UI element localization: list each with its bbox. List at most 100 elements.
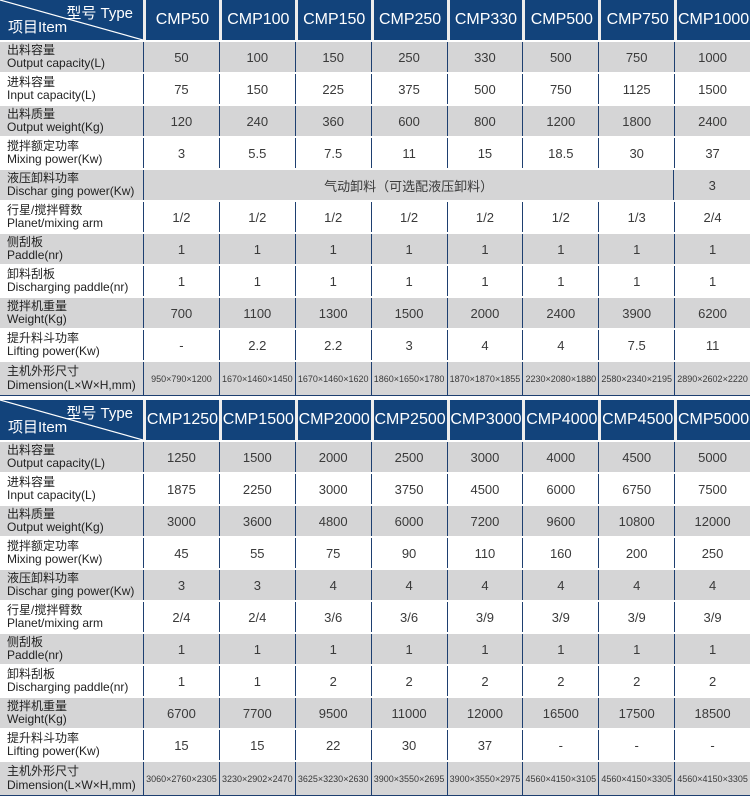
- row-label-zh: 搅拌额定功率: [7, 138, 80, 153]
- value-cell: 1: [598, 234, 675, 264]
- value-cell: 240: [218, 106, 295, 136]
- table-row: 进料容量 Input capacity(L) 75 150 225 375 500 750 11…: [0, 72, 750, 104]
- value-cell: 1000: [674, 42, 750, 72]
- row-label: 提升料斗功率 Lifting power(Kw): [0, 330, 143, 360]
- row-label-zh: 侧刮板: [7, 234, 44, 249]
- value-cell: 18500: [674, 698, 750, 728]
- column-header-cmp4000: CMP4000: [522, 400, 599, 440]
- row-label-zh: 搅拌额定功率: [7, 538, 80, 553]
- value-cell: 120: [143, 106, 219, 136]
- value-cell: 1: [598, 634, 675, 664]
- value-cell: 1: [218, 266, 295, 296]
- value-cell: 2.2: [294, 330, 371, 360]
- table-row: 行星/搅拌臂数 Planet/mixing arm 1/2 1/2 1/2 1/2 1/2 1…: [0, 200, 750, 232]
- column-header-cmp1250: CMP1250: [143, 400, 219, 440]
- column-header-cmp750: CMP750: [598, 0, 675, 40]
- row-label-en: Discharging paddle(nr): [7, 680, 129, 694]
- row-label: 搅拌机重量 Weight(Kg): [0, 298, 143, 328]
- column-header-cmp250: CMP250: [370, 0, 447, 40]
- value-cell: 3600: [218, 506, 295, 536]
- value-cell: 2500: [370, 442, 447, 472]
- value-cell: 1: [674, 634, 750, 664]
- table-row: 搅拌额定功率 Mixing power(Kw) 45 55 75 90 110 160 200 2…: [0, 536, 750, 568]
- value-cell: 37: [674, 138, 750, 168]
- value-cell: 1/2: [218, 202, 295, 232]
- value-cell: 9600: [522, 506, 599, 536]
- value-cell: 3/6: [294, 602, 371, 632]
- row-label: 液压卸料功率 Dischar ging power(Kw): [0, 170, 143, 200]
- row-label: 卸料刮板 Discharging paddle(nr): [0, 666, 143, 696]
- value-cell: 2400: [674, 106, 750, 136]
- value-cell: 1: [143, 634, 219, 664]
- value-cell: 3900×3550×2975: [446, 762, 523, 795]
- merged-value-cell: 气动卸料（可选配液压卸料）: [143, 170, 674, 200]
- corner-type-label: 型号 Type: [66, 5, 133, 22]
- value-cell: -: [522, 730, 599, 760]
- value-cell: 75: [294, 538, 371, 568]
- value-cell: 2.2: [218, 330, 295, 360]
- value-cell: 15: [446, 138, 523, 168]
- column-header-cmp2000: CMP2000: [294, 400, 371, 440]
- spec-table-2: 型号 Type 项目Item CMP1250 CMP1500 CMP2000 CMP250…: [0, 400, 750, 796]
- value-cell: 1: [598, 266, 675, 296]
- value-cell: 2: [446, 666, 523, 696]
- value-cell: 6700: [143, 698, 219, 728]
- value-cell: 3: [370, 330, 447, 360]
- value-cell: 1/2: [446, 202, 523, 232]
- row-label-zh: 主机外形尺寸: [7, 764, 80, 779]
- row-label: 液压卸料功率 Dischar ging power(Kw): [0, 570, 143, 600]
- value-cell: 55: [218, 538, 295, 568]
- value-cell: 6200: [674, 298, 750, 328]
- value-cell: 4560×4150×3305: [598, 762, 675, 795]
- value-cell: 2000: [294, 442, 371, 472]
- value-cell: 1/2: [370, 202, 447, 232]
- value-cell: 1: [218, 234, 295, 264]
- column-header-cmp2500: CMP2500: [370, 400, 447, 440]
- row-label: 出料质量 Output weight(Kg): [0, 106, 143, 136]
- value-cell: 1/2: [143, 202, 219, 232]
- row-label-en: Weight(Kg): [7, 712, 67, 726]
- row-label-en: Weight(Kg): [7, 312, 67, 326]
- value-cell: 4: [370, 570, 447, 600]
- value-cell: 1500: [674, 74, 750, 104]
- value-cell: 3750: [370, 474, 447, 504]
- row-label: 侧刮板 Paddle(nr): [0, 234, 143, 264]
- value-cell: 4560×4150×3105: [522, 762, 599, 795]
- row-label-en: Dischar ging power(Kw): [7, 184, 135, 198]
- value-cell: 2/4: [674, 202, 750, 232]
- value-cell: 1: [143, 266, 219, 296]
- value-cell: 3/9: [522, 602, 599, 632]
- value-cell: 5.5: [218, 138, 295, 168]
- value-cell: 37: [446, 730, 523, 760]
- row-label: 卸料刮板 Discharging paddle(nr): [0, 266, 143, 296]
- table-row: 液压卸料功率 Dischar ging power(Kw) 气动卸料（可选配液压卸料…: [0, 168, 750, 200]
- value-cell: 1: [143, 234, 219, 264]
- row-label-zh: 出料质量: [7, 106, 56, 121]
- value-cell: 7200: [446, 506, 523, 536]
- value-cell: 1: [446, 234, 523, 264]
- row-label: 出料容量 Output capacity(L): [0, 442, 143, 472]
- value-cell: 30: [370, 730, 447, 760]
- value-cell: 1: [294, 234, 371, 264]
- row-label-zh: 主机外形尺寸: [7, 364, 80, 379]
- value-cell: 1: [674, 234, 750, 264]
- value-cell: 4000: [522, 442, 599, 472]
- value-cell: 9500: [294, 698, 371, 728]
- value-cell: 7.5: [598, 330, 675, 360]
- value-cell: 1: [294, 266, 371, 296]
- value-cell: 100: [218, 42, 295, 72]
- value-cell: 2230×2080×1880: [522, 362, 599, 395]
- row-label-zh: 出料容量: [7, 42, 56, 57]
- value-cell: 4: [674, 570, 750, 600]
- value-cell: 3/9: [446, 602, 523, 632]
- column-header-cmp50: CMP50: [143, 0, 219, 40]
- value-cell: 330: [446, 42, 523, 72]
- value-cell: 50: [143, 42, 219, 72]
- value-cell: 1: [370, 266, 447, 296]
- value-cell: 150: [294, 42, 371, 72]
- value-cell: 1/3: [598, 202, 675, 232]
- row-label-zh: 行星/搅拌臂数: [7, 202, 83, 217]
- value-cell: 75: [143, 74, 219, 104]
- value-cell: 1250: [143, 442, 219, 472]
